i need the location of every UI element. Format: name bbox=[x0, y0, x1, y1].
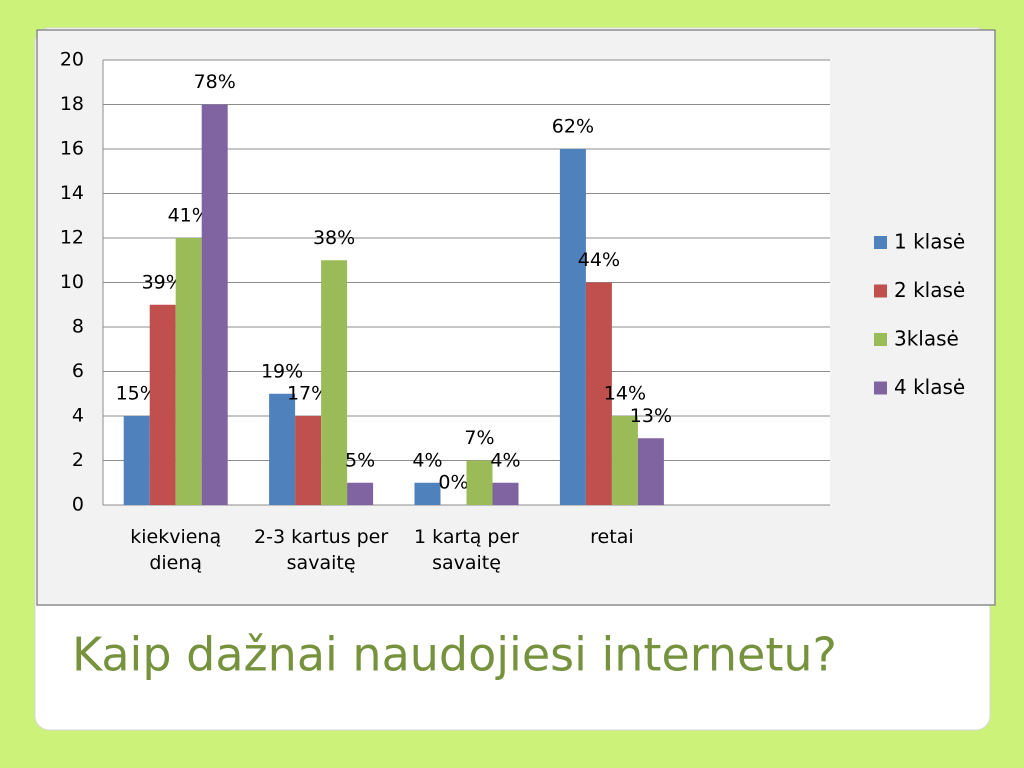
legend-swatch bbox=[874, 333, 887, 346]
data-label: 4% bbox=[490, 449, 520, 471]
y-tick-label: 10 bbox=[60, 271, 84, 293]
y-tick-label: 2 bbox=[72, 449, 84, 471]
bar bbox=[123, 416, 150, 505]
data-label: 19% bbox=[261, 360, 303, 382]
data-label: 62% bbox=[552, 116, 594, 138]
bar bbox=[466, 460, 493, 505]
bar bbox=[585, 282, 612, 505]
bar bbox=[269, 393, 296, 505]
legend-label: 3klasė bbox=[894, 327, 959, 351]
bar bbox=[637, 438, 664, 505]
data-label: 15% bbox=[116, 383, 158, 405]
y-tick-label: 4 bbox=[72, 405, 84, 427]
x-tick-label: 2-3 kartus per savaitę bbox=[254, 526, 389, 574]
y-tick-label: 0 bbox=[72, 494, 84, 516]
y-tick-label: 14 bbox=[60, 182, 84, 204]
y-tick-label: 20 bbox=[60, 49, 84, 71]
bar bbox=[201, 104, 228, 505]
y-tick-label: 16 bbox=[60, 138, 84, 160]
bar bbox=[321, 260, 348, 505]
y-tick-label: 6 bbox=[72, 360, 84, 382]
data-label: 0% bbox=[438, 472, 468, 494]
data-label: 41% bbox=[168, 205, 210, 227]
bar bbox=[295, 416, 322, 505]
chart-title: Kaip dažnai naudojiesi internetu? bbox=[72, 628, 837, 682]
legend-label: 2 klasė bbox=[894, 278, 965, 302]
data-label: 44% bbox=[578, 249, 620, 271]
y-tick-label: 12 bbox=[60, 227, 84, 249]
x-tick-label: kiekvieną dieną bbox=[130, 526, 222, 574]
legend-label: 1 klasė bbox=[894, 230, 965, 254]
data-label: 14% bbox=[604, 383, 646, 405]
data-label: 7% bbox=[464, 427, 494, 449]
x-tick-label: retai bbox=[590, 526, 634, 548]
data-label: 38% bbox=[313, 227, 355, 249]
x-tick-label: 1 kartą per savaitę bbox=[414, 526, 519, 574]
y-tick-label: 8 bbox=[72, 316, 84, 338]
legend-swatch bbox=[874, 284, 887, 298]
bar bbox=[175, 238, 202, 505]
bar bbox=[414, 482, 441, 505]
legend-label: 4 klasė bbox=[894, 375, 965, 399]
legend-swatch bbox=[874, 381, 887, 395]
data-label: 39% bbox=[142, 271, 184, 293]
data-label: 13% bbox=[630, 405, 672, 427]
data-label: 17% bbox=[287, 383, 329, 405]
bar bbox=[559, 149, 586, 505]
data-label: 78% bbox=[194, 71, 236, 93]
bar bbox=[611, 416, 638, 505]
bar bbox=[149, 304, 176, 505]
legend-swatch bbox=[874, 236, 887, 249]
bar bbox=[492, 482, 519, 505]
y-tick-label: 18 bbox=[60, 93, 84, 115]
data-label: 4% bbox=[412, 449, 442, 471]
data-label: 5% bbox=[345, 449, 375, 471]
bar bbox=[347, 482, 374, 505]
